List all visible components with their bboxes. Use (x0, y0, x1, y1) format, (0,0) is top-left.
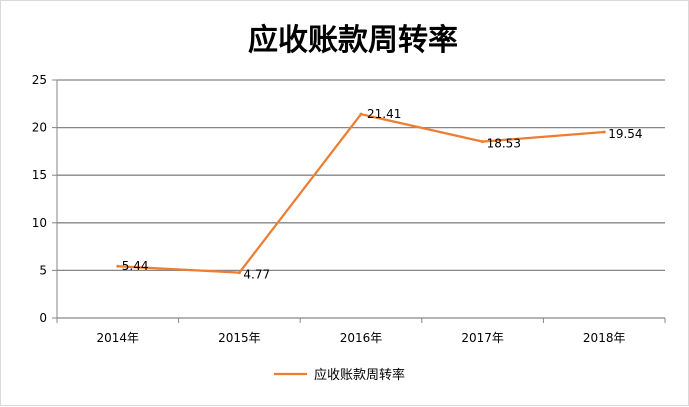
legend: 应收账款周转率 (274, 367, 405, 383)
x-tick-label: 2017年 (461, 331, 504, 345)
y-tick-label: 15 (32, 168, 47, 182)
data-label: 19.54 (608, 127, 642, 141)
data-label: 18.53 (487, 137, 521, 151)
data-label: 21.41 (367, 107, 401, 121)
x-tick-label: 2018年 (583, 331, 626, 345)
series-layer: 5.44 4.77 21.41 18.53 19.54 (116, 107, 643, 282)
data-label: 5.44 (122, 259, 149, 273)
gridlines (57, 79, 665, 272)
chart-title: 应收账款周转率 (248, 23, 458, 58)
series-line (116, 113, 606, 274)
y-tick-label: 25 (32, 73, 47, 87)
data-label: 4.77 (243, 268, 270, 282)
data-point (481, 140, 485, 144)
axes: 0 5 10 15 20 25 2014年 2015年 2016年 2017年 2018年 (32, 73, 666, 345)
data-point (116, 264, 120, 268)
data-point (359, 112, 363, 116)
y-tick-label: 20 (32, 121, 47, 135)
data-point (237, 271, 241, 275)
x-tick-label: 2014年 (97, 331, 140, 345)
x-tick-label: 2015年 (218, 331, 261, 345)
y-tick-label: 10 (32, 216, 47, 230)
y-tick-label: 5 (39, 263, 47, 277)
legend-label: 应收账款周转率 (314, 367, 405, 383)
y-tick-label: 0 (39, 311, 47, 325)
data-point (602, 130, 606, 134)
x-tick-label: 2016年 (340, 331, 383, 345)
